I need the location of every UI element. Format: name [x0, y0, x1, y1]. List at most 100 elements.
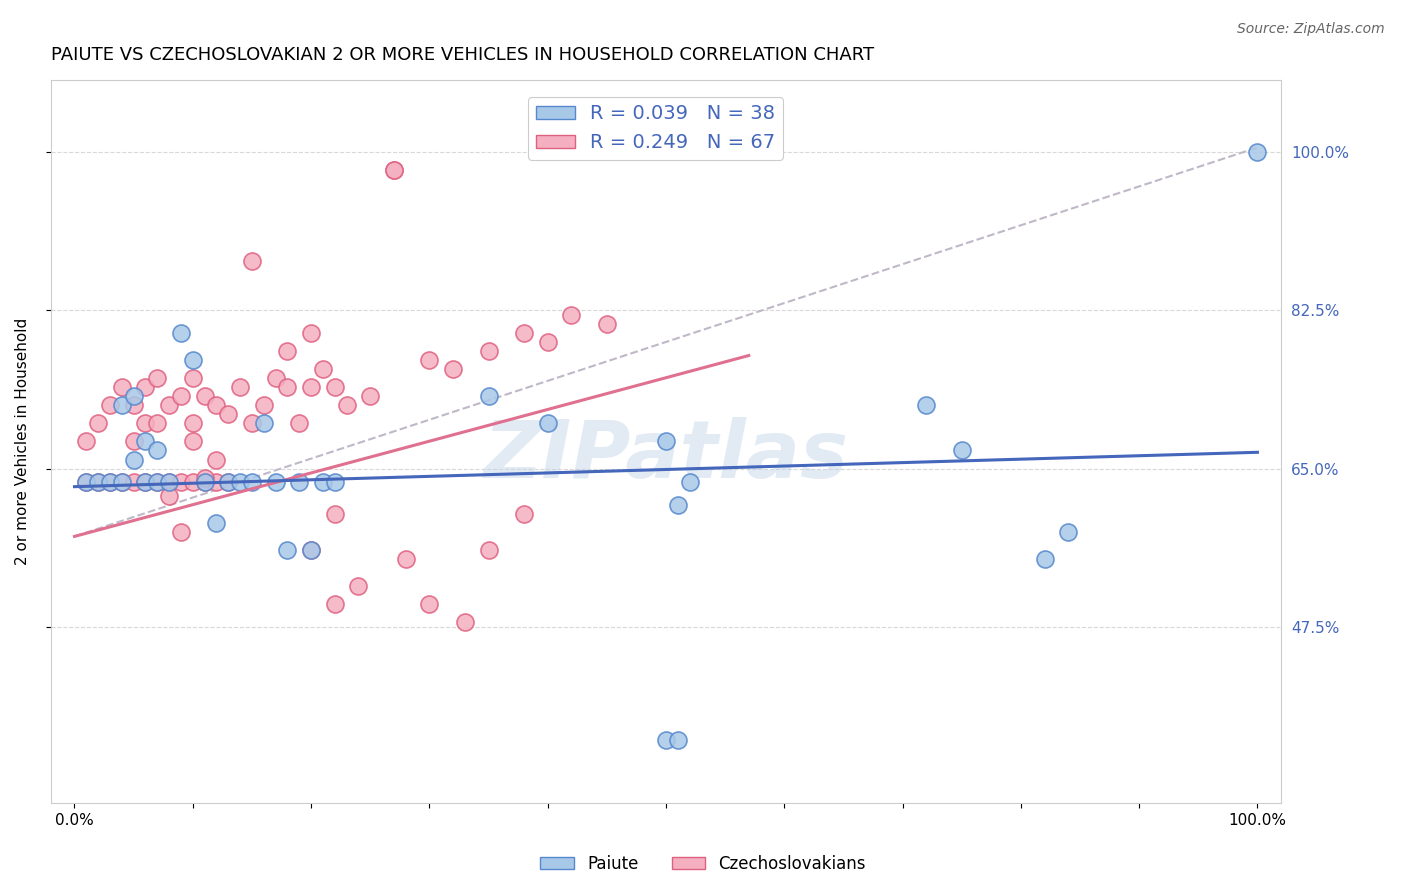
Point	[596, 317, 619, 331]
Point	[134, 417, 156, 431]
Point	[323, 597, 346, 611]
Point	[205, 475, 228, 490]
Point	[513, 507, 536, 521]
Point	[75, 434, 97, 449]
Point	[240, 253, 263, 268]
Point	[217, 475, 239, 490]
Point	[181, 353, 204, 368]
Point	[194, 475, 217, 490]
Point	[477, 343, 499, 358]
Point	[253, 398, 276, 412]
Point	[1246, 145, 1268, 159]
Point	[477, 389, 499, 403]
Point	[146, 475, 169, 490]
Point	[146, 443, 169, 458]
Point	[347, 579, 370, 593]
Point	[122, 475, 145, 490]
Point	[205, 398, 228, 412]
Point	[157, 475, 180, 490]
Point	[229, 475, 252, 490]
Point	[359, 389, 381, 403]
Point	[240, 417, 263, 431]
Point	[205, 452, 228, 467]
Point	[170, 524, 193, 539]
Point	[253, 417, 276, 431]
Text: ZIPatlas: ZIPatlas	[484, 417, 848, 495]
Y-axis label: 2 or more Vehicles in Household: 2 or more Vehicles in Household	[15, 318, 30, 565]
Point	[1033, 552, 1056, 566]
Point	[335, 398, 357, 412]
Point	[157, 475, 180, 490]
Legend: Paiute, Czechoslovakians: Paiute, Czechoslovakians	[533, 848, 873, 880]
Point	[477, 543, 499, 558]
Point	[87, 475, 110, 490]
Point	[98, 398, 121, 412]
Point	[264, 371, 287, 385]
Point	[98, 475, 121, 490]
Point	[111, 475, 134, 490]
Point	[122, 434, 145, 449]
Point	[181, 475, 204, 490]
Point	[299, 326, 322, 340]
Point	[170, 389, 193, 403]
Point	[454, 615, 477, 630]
Point	[276, 380, 298, 394]
Text: PAIUTE VS CZECHOSLOVAKIAN 2 OR MORE VEHICLES IN HOUSEHOLD CORRELATION CHART: PAIUTE VS CZECHOSLOVAKIAN 2 OR MORE VEHI…	[51, 46, 875, 64]
Point	[181, 434, 204, 449]
Point	[395, 552, 418, 566]
Point	[170, 326, 193, 340]
Point	[217, 407, 239, 421]
Legend: R = 0.039   N = 38, R = 0.249   N = 67: R = 0.039 N = 38, R = 0.249 N = 67	[529, 96, 783, 160]
Point	[111, 380, 134, 394]
Point	[323, 475, 346, 490]
Point	[134, 475, 156, 490]
Point	[655, 732, 678, 747]
Point	[146, 371, 169, 385]
Point	[122, 389, 145, 403]
Point	[655, 434, 678, 449]
Point	[205, 516, 228, 530]
Point	[288, 417, 311, 431]
Point	[299, 543, 322, 558]
Point	[181, 417, 204, 431]
Point	[299, 380, 322, 394]
Point	[87, 475, 110, 490]
Point	[323, 507, 346, 521]
Point	[264, 475, 287, 490]
Point	[87, 417, 110, 431]
Point	[537, 417, 560, 431]
Point	[276, 343, 298, 358]
Point	[194, 389, 217, 403]
Point	[950, 443, 973, 458]
Point	[418, 353, 440, 368]
Point	[111, 475, 134, 490]
Point	[134, 475, 156, 490]
Point	[157, 489, 180, 503]
Point	[240, 475, 263, 490]
Point	[111, 398, 134, 412]
Point	[170, 475, 193, 490]
Point	[229, 380, 252, 394]
Point	[323, 380, 346, 394]
Point	[98, 475, 121, 490]
Point	[418, 597, 440, 611]
Point	[134, 380, 156, 394]
Point	[194, 475, 217, 490]
Point	[1057, 524, 1080, 539]
Point	[560, 308, 582, 322]
Point	[157, 398, 180, 412]
Point	[276, 543, 298, 558]
Point	[134, 434, 156, 449]
Point	[299, 543, 322, 558]
Text: Source: ZipAtlas.com: Source: ZipAtlas.com	[1237, 22, 1385, 37]
Point	[666, 732, 689, 747]
Point	[678, 475, 700, 490]
Point	[194, 470, 217, 484]
Point	[75, 475, 97, 490]
Point	[122, 398, 145, 412]
Point	[181, 371, 204, 385]
Point	[537, 334, 560, 349]
Point	[441, 362, 464, 376]
Point	[513, 326, 536, 340]
Point	[382, 163, 405, 178]
